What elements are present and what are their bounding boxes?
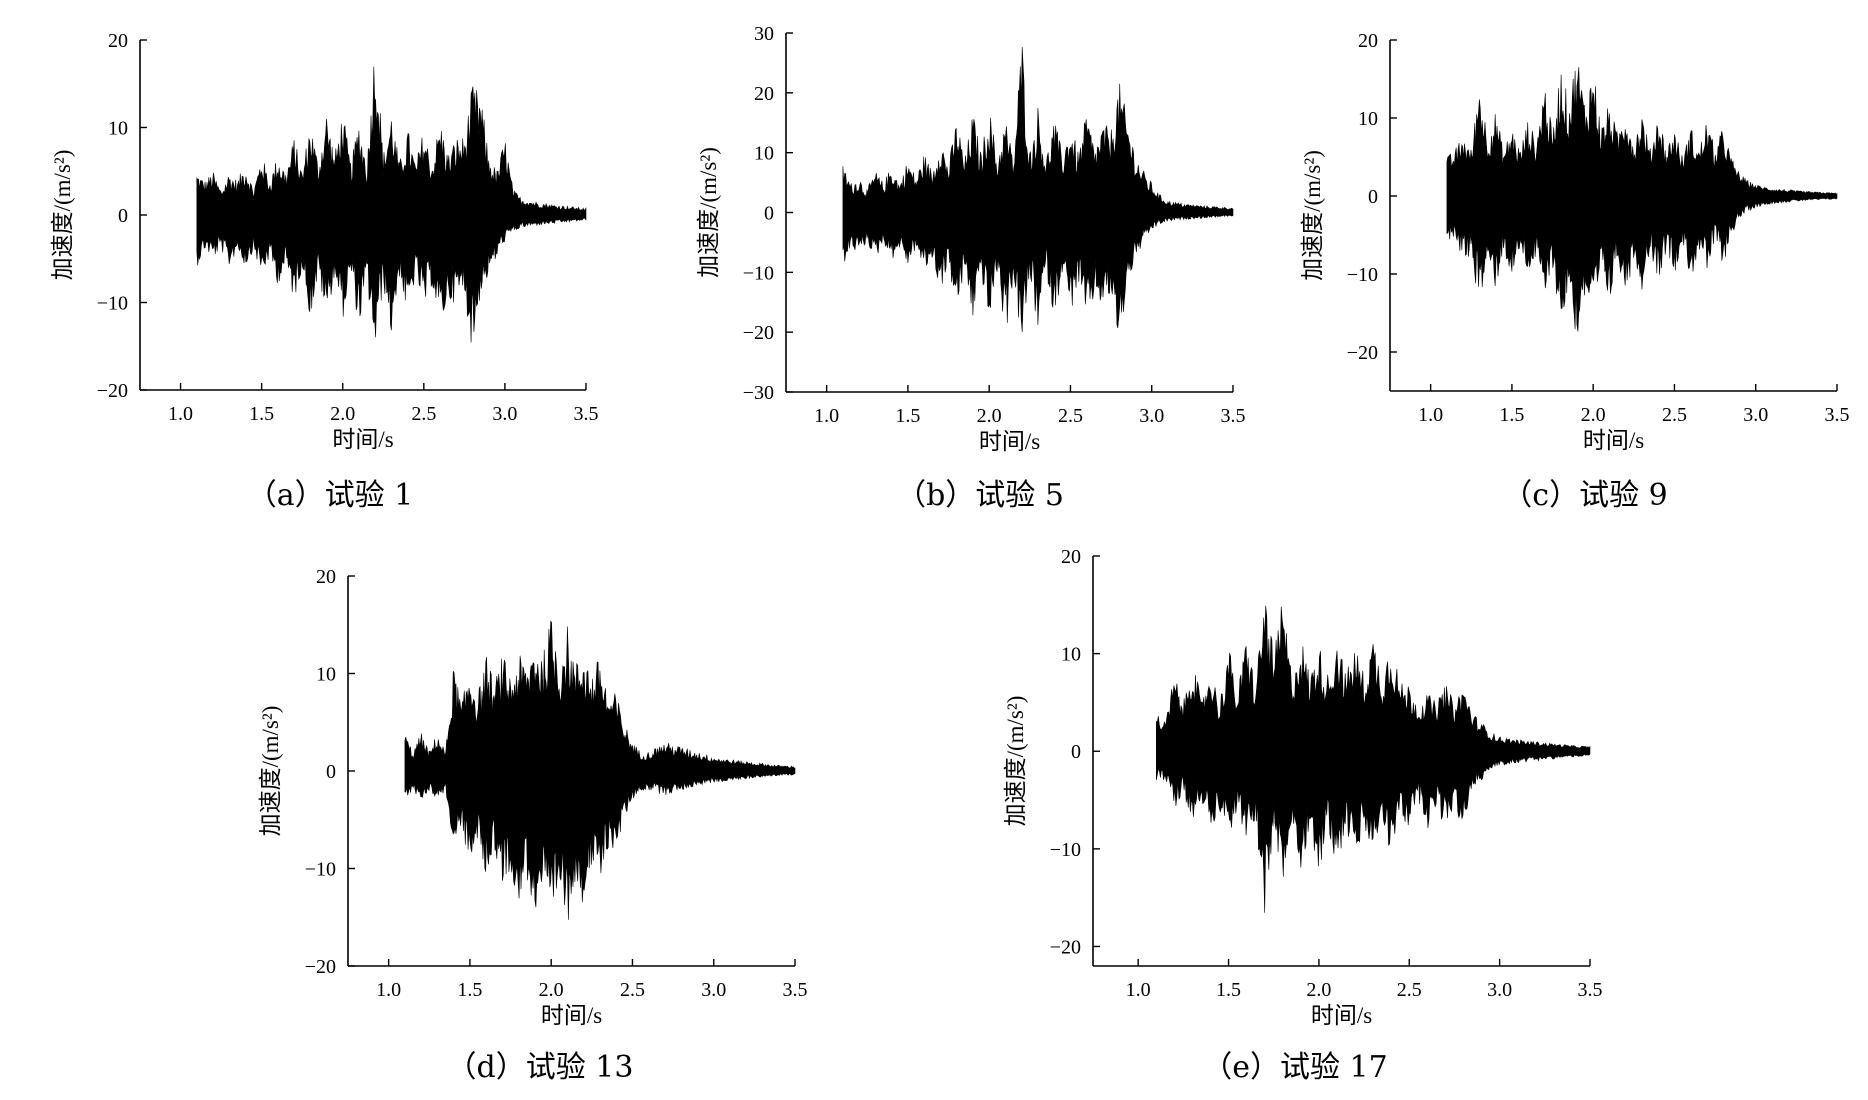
x-tick-label: 1.5 — [1499, 404, 1524, 426]
x-axis-label: 时间/s — [1311, 1003, 1372, 1028]
x-tick-label: 1.0 — [1418, 404, 1443, 426]
y-axis-label: 加速度/(m/s²) — [50, 150, 75, 281]
x-tick-label: 2.0 — [539, 979, 564, 1001]
x-tick-label: 2.5 — [1058, 405, 1083, 427]
y-tick-label: 20 — [316, 566, 336, 588]
x-tick-label: 3.5 — [1578, 979, 1603, 1001]
y-tick-label: −10 — [305, 859, 336, 881]
acceleration-signal — [1446, 67, 1838, 332]
y-tick-label: 0 — [326, 761, 336, 783]
x-tick-label: 1.5 — [1216, 979, 1241, 1001]
x-tick-label: 2.5 — [620, 979, 645, 1001]
x-tick-label: 3.0 — [492, 403, 517, 425]
x-tick-label: 3.5 — [574, 403, 599, 425]
x-tick-label: 2.0 — [977, 405, 1002, 427]
y-axis-label: 加速度/(m/s²) — [258, 706, 283, 837]
panel-caption: （c）试验 9 — [1502, 478, 1667, 513]
x-tick-label: 3.5 — [1825, 404, 1850, 426]
y-tick-label: 0 — [764, 203, 774, 225]
y-tick-label: 0 — [1368, 186, 1378, 208]
x-tick-label: 2.0 — [330, 403, 355, 425]
x-axis-label: 时间/s — [332, 427, 393, 452]
y-tick-label: 20 — [1061, 546, 1081, 568]
y-tick-label: −10 — [1050, 839, 1081, 861]
chart-panel-4: −20 −10 0 10 20 1.0 1.5 2.0 2.5 3.0 3.5 时间/s 加速度/(m/… — [258, 566, 808, 1085]
x-axis-label: 时间/s — [979, 429, 1040, 454]
panel-caption: （a）试验 1 — [247, 478, 414, 513]
y-tick-label: −10 — [743, 262, 774, 284]
acceleration-signal — [842, 46, 1234, 333]
x-tick-label: 3.0 — [1139, 405, 1164, 427]
x-tick-label: 2.0 — [1306, 979, 1331, 1001]
y-tick-label: −20 — [1347, 342, 1378, 364]
y-tick-label: 20 — [754, 83, 774, 105]
y-tick-label: −20 — [97, 380, 128, 402]
chart-panel-5: −20 −10 0 10 20 1.0 1.5 2.0 2.5 3.0 3.5 时间/s 加速度/(m/… — [1003, 546, 1603, 1085]
y-tick-label: 10 — [316, 664, 336, 686]
x-tick-label: 1.0 — [1126, 979, 1151, 1001]
x-tick-label: 1.0 — [376, 979, 401, 1001]
y-axis-label: 加速度/(m/s²) — [696, 147, 721, 278]
y-axis-label: 加速度/(m/s²) — [1003, 696, 1028, 827]
y-tick-label: 0 — [118, 205, 128, 227]
chart-panel-3: −20 −10 0 10 20 1.0 1.5 2.0 2.5 3.0 3.5 时间/s 加速度/(m/… — [1300, 30, 1850, 513]
x-tick-label: 3.0 — [1487, 979, 1512, 1001]
y-tick-label: 10 — [754, 143, 774, 165]
y-tick-label: 20 — [1358, 30, 1378, 52]
x-tick-label: 2.0 — [1581, 404, 1606, 426]
acceleration-signal — [196, 66, 587, 343]
y-tick-label: −20 — [743, 322, 774, 344]
y-axis-label: 加速度/(m/s²) — [1300, 150, 1325, 281]
panel-caption: （d）试验 13 — [447, 1050, 634, 1085]
x-tick-label: 2.5 — [1662, 404, 1687, 426]
y-tick-label: −20 — [305, 956, 336, 978]
panel-caption: （e）试验 17 — [1202, 1050, 1387, 1085]
y-tick-label: 10 — [1061, 644, 1081, 666]
acceleration-signal — [1156, 605, 1591, 913]
x-tick-label: 2.5 — [411, 403, 436, 425]
y-tick-label: 30 — [754, 23, 774, 45]
x-tick-label: 1.0 — [168, 403, 193, 425]
x-tick-label: 3.0 — [701, 979, 726, 1001]
x-tick-label: 3.5 — [783, 979, 808, 1001]
acceleration-signal — [404, 620, 796, 920]
y-tick-label: −10 — [1347, 264, 1378, 286]
y-tick-label: 10 — [108, 118, 128, 140]
x-axis-label: 时间/s — [1583, 428, 1644, 453]
x-tick-label: 1.5 — [249, 403, 274, 425]
y-tick-label: −30 — [743, 382, 774, 404]
x-tick-label: 2.5 — [1397, 979, 1422, 1001]
y-tick-label: 20 — [108, 30, 128, 52]
x-tick-label: 3.5 — [1221, 405, 1246, 427]
y-tick-label: −10 — [97, 293, 128, 315]
chart-panel-1: −20 −10 0 10 20 1.0 1.5 2.0 2.5 3.0 3.5 时间/s 加速度/(m/… — [50, 30, 599, 513]
y-tick-label: 10 — [1358, 108, 1378, 130]
chart-panel-2: −30 −20 −10 0 10 20 30 1.0 1.5 2.0 2.5 3.0 3.5 时间/s 加速… — [696, 23, 1246, 513]
x-tick-label: 1.5 — [457, 979, 482, 1001]
y-tick-label: −20 — [1050, 936, 1081, 958]
x-tick-label: 1.0 — [814, 405, 839, 427]
y-tick-label: 0 — [1071, 741, 1081, 763]
x-tick-label: 3.0 — [1743, 404, 1768, 426]
x-tick-label: 1.5 — [895, 405, 920, 427]
x-axis-label: 时间/s — [541, 1003, 602, 1028]
panel-caption: （b）试验 5 — [896, 478, 1064, 513]
